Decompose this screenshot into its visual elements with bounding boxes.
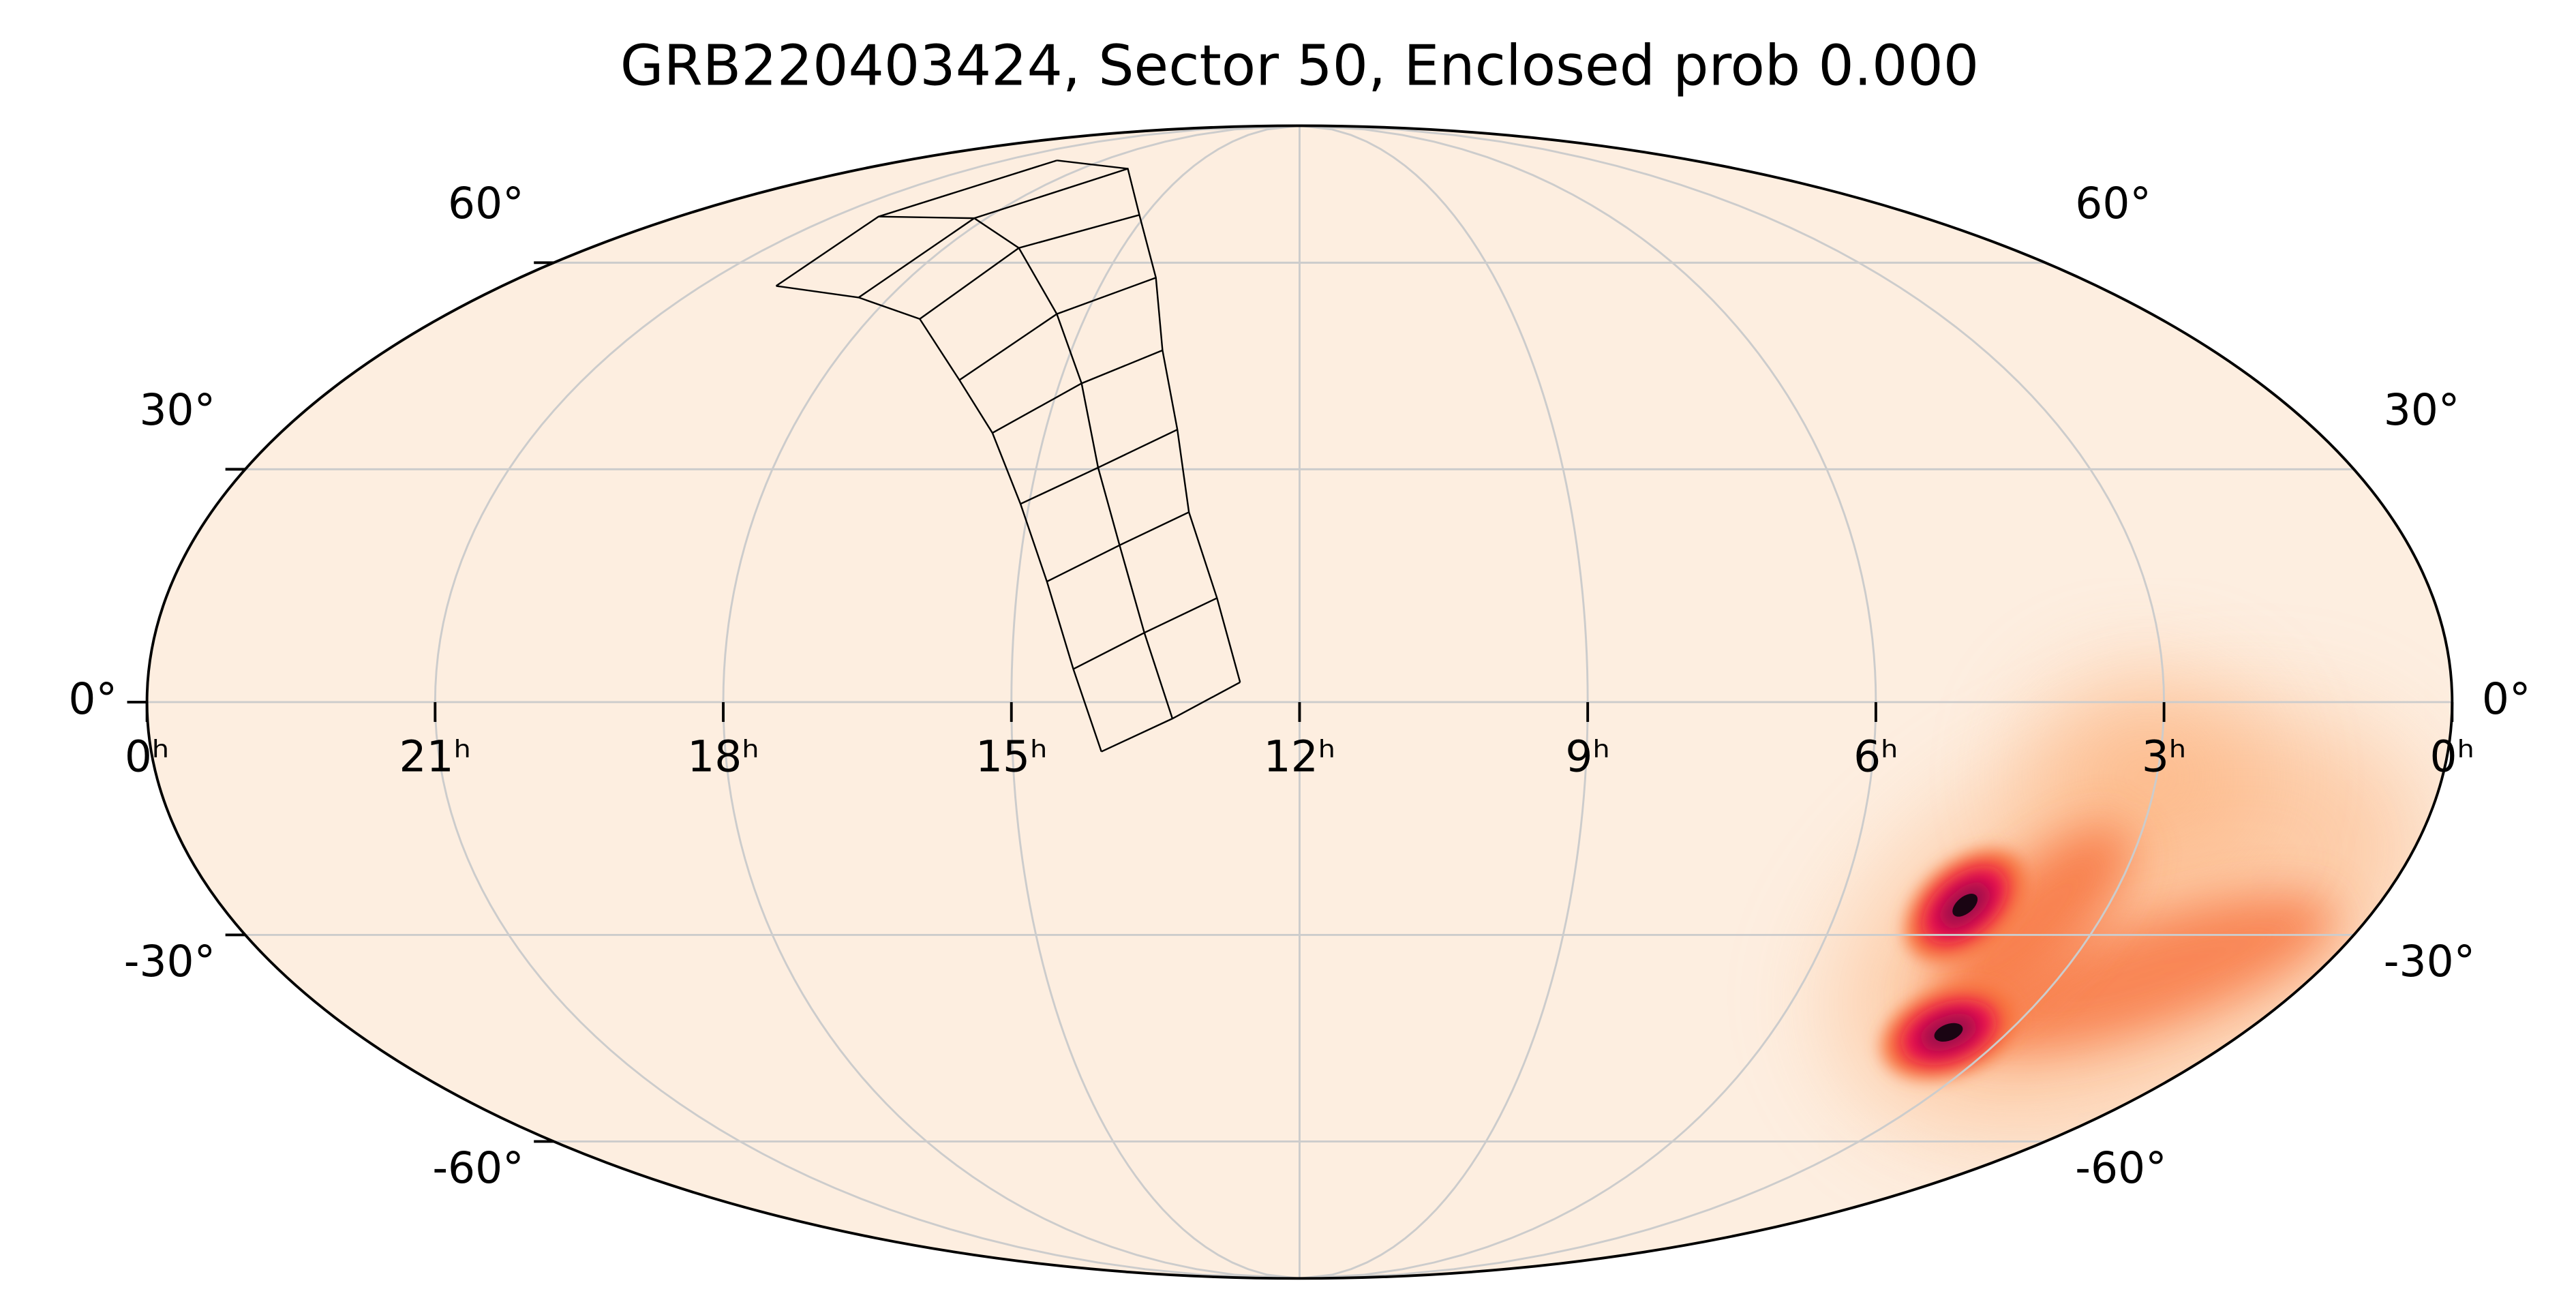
prob-streak [1931,825,2131,1025]
x-tick-label: 15ʰ [975,732,1048,782]
chart-title: GRB220403424, Sector 50, Enclosed prob 0… [620,34,1979,99]
ccd-edge [878,215,1174,719]
y-tick-label-right: 60° [2075,179,2151,228]
x-tick-label: 0ʰ [2430,732,2475,782]
ccd-edge [776,285,1102,752]
axis-labels: 0ʰ 21ʰ 18ʰ 15ʰ 12ʰ 9ʰ 6ʰ 3ʰ 0ʰ 60° 60° 30° 30° 0° 0° -3… [68,179,2530,1193]
sector-footprint [775,160,1241,753]
y-tick-label-left: 60° [448,179,524,228]
x-tick-label: 0ʰ [125,732,170,782]
prob-halo [2031,677,2262,876]
x-tick-label: 9ʰ [1565,732,1610,782]
x-tick-label: 12ʰ [1264,732,1336,782]
prob-peak [1934,1023,1963,1042]
y-tick-label-left: 30° [139,385,215,435]
y-tick-label-right: -30° [2384,937,2475,986]
y-tick-label-right: 30° [2384,385,2460,435]
y-tick-label-left: -30° [124,937,215,986]
y-tick-label-left: -60° [432,1143,524,1193]
x-tick-label: 3ʰ [2142,732,2187,782]
x-tick-label: 6ʰ [1853,732,1898,782]
prob-peak [1952,894,1978,917]
x-tick-label: 18ʰ [687,732,759,782]
y-tick-label-left: 0° [68,674,117,724]
y-tick-label-right: -60° [2075,1143,2166,1193]
y-tick-label-right: 0° [2482,674,2531,724]
x-tick-label: 21ʰ [399,732,472,782]
ccd-edge [1057,160,1241,683]
